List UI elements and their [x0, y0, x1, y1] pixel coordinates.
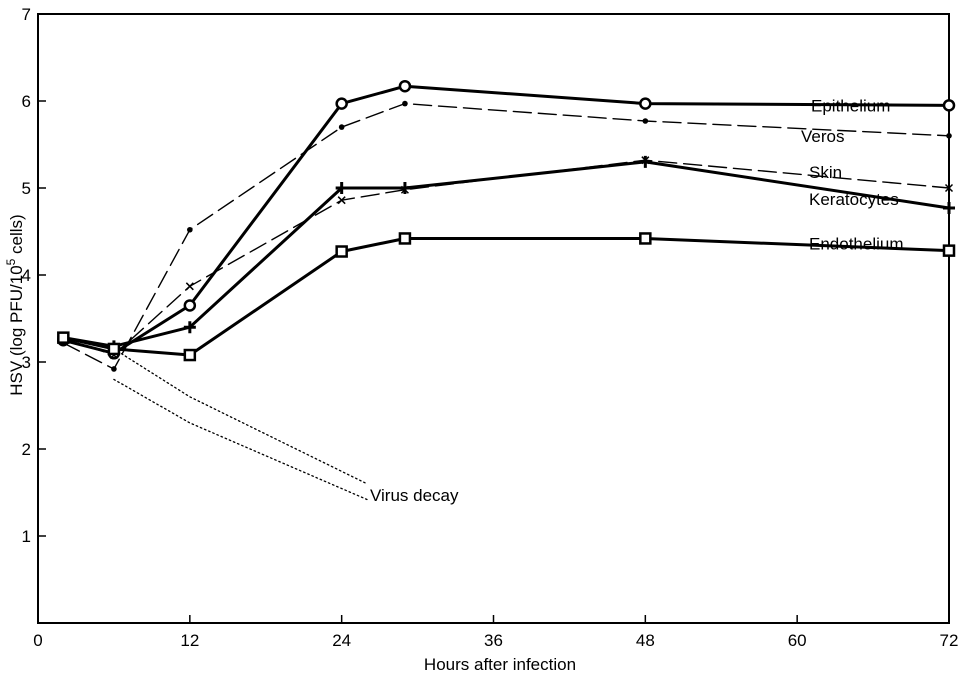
marker-endothelium — [107, 342, 121, 356]
series-line-virus-decay — [113, 348, 368, 485]
marker-veros — [642, 118, 649, 124]
series-label-keratocytes: Keratocytes — [809, 190, 899, 209]
y-tick-label: 5 — [22, 179, 31, 198]
x-tick-label: 48 — [636, 631, 655, 650]
x-axis-title: Hours after infection — [424, 655, 576, 674]
marker-keratocytes — [639, 155, 652, 168]
y-tick-label: 1 — [22, 527, 31, 546]
y-tick-label: 2 — [22, 440, 31, 459]
y-axis-title-exponent: 5 — [4, 258, 18, 265]
marker-veros — [338, 124, 345, 130]
marker-veros — [402, 100, 408, 107]
y-tick-label: 7 — [22, 5, 31, 24]
marker-endothelium — [335, 245, 348, 258]
y-axis-title-tail: cells) — [7, 214, 26, 258]
marker-keratocytes — [943, 202, 955, 215]
series-line-virus-decay — [113, 378, 368, 501]
series-label-virus-decay: Virus decay — [370, 486, 459, 505]
x-tick-label: 12 — [180, 631, 199, 650]
marker-veros — [946, 133, 952, 139]
marker-epithelium — [398, 79, 412, 93]
series-label-endothelium: Endothelium — [809, 235, 904, 254]
x-tick-label: 24 — [332, 631, 351, 650]
marker-keratocytes — [335, 182, 348, 194]
marker-endothelium — [183, 348, 197, 362]
series-label-skin: Skin — [809, 163, 842, 182]
marker-epithelium — [335, 97, 348, 110]
series-label-veros: Veros — [801, 127, 844, 146]
marker-endothelium — [942, 244, 956, 257]
marker-epithelium — [183, 299, 197, 312]
marker-endothelium — [57, 331, 70, 344]
series-lines — [61, 84, 951, 501]
marker-keratocytes — [398, 182, 411, 194]
marker-veros — [111, 366, 117, 372]
y-tick-label: 3 — [22, 353, 31, 372]
series-labels: Epithelium Veros Skin Keratocytes Endotheliu… — [370, 96, 904, 505]
marker-endothelium — [398, 232, 412, 245]
y-axis-title: HSV (log PFU/105 cells) — [4, 214, 26, 395]
marker-skin — [185, 282, 194, 291]
series-markers — [57, 79, 956, 372]
marker-endothelium — [639, 232, 652, 245]
marker-veros — [187, 226, 193, 233]
marker-skin — [944, 183, 954, 193]
y-tick-label: 4 — [22, 266, 31, 285]
y-axis-title-main: HSV (log PFU/10 — [7, 265, 26, 395]
marker-skin — [337, 196, 346, 205]
x-tick-label: 36 — [484, 631, 503, 650]
series-label-epithelium: Epithelium — [811, 96, 890, 115]
x-tick-label: 72 — [940, 631, 959, 650]
marker-keratocytes — [183, 321, 196, 334]
marker-epithelium — [942, 99, 956, 112]
x-tick-label: 60 — [788, 631, 807, 650]
marker-epithelium — [639, 97, 652, 110]
y-tick-label: 6 — [22, 92, 31, 111]
x-tick-label: 0 — [33, 631, 42, 650]
